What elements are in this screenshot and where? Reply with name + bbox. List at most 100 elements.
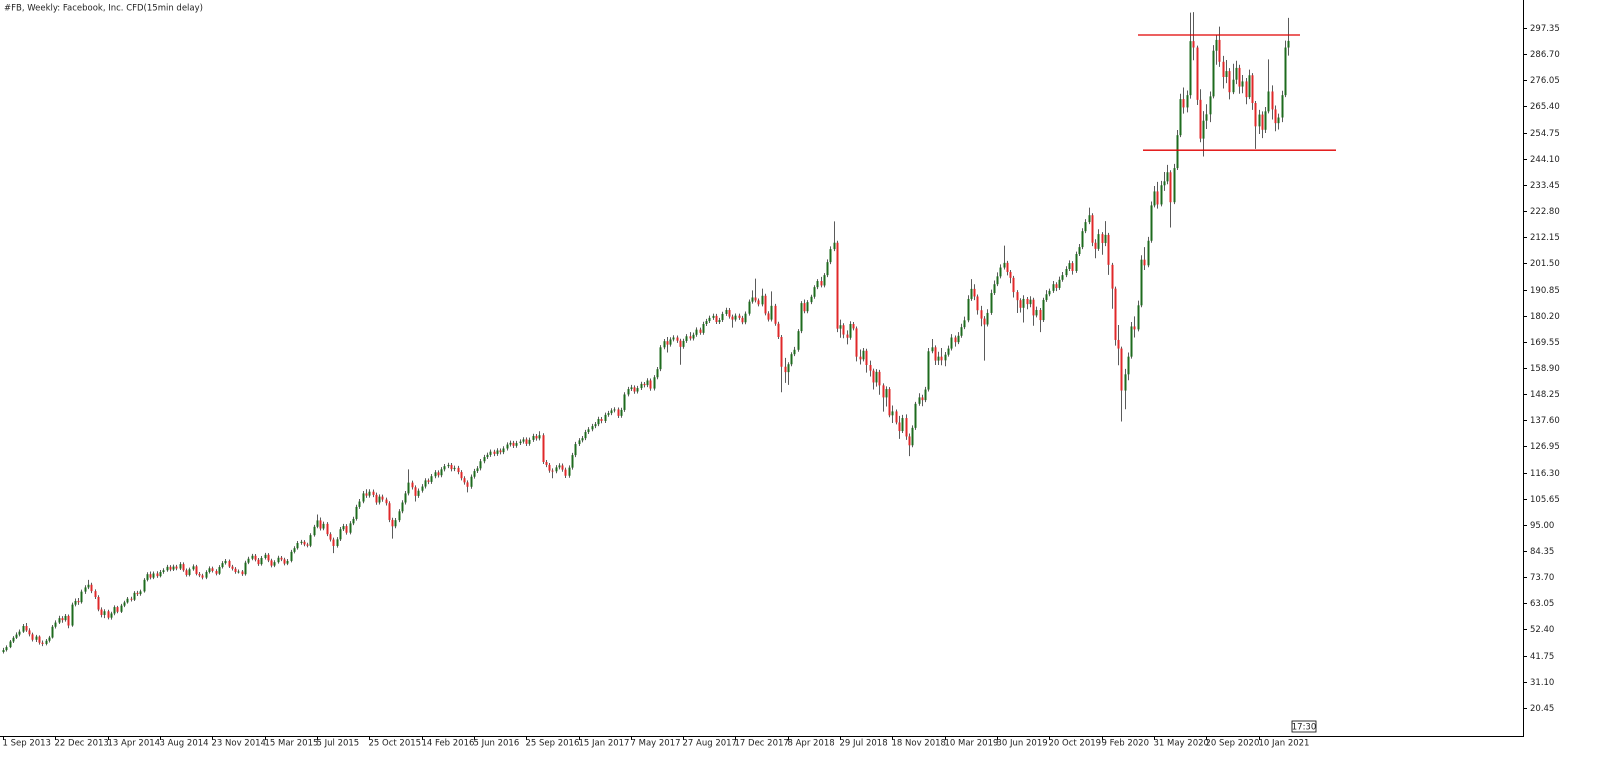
x-tick-label: 20 Oct 2019 xyxy=(1049,739,1102,749)
candle-body xyxy=(803,303,806,312)
candle-body xyxy=(816,281,819,288)
candle-body xyxy=(394,520,397,527)
candle-body xyxy=(5,647,8,651)
candle-body xyxy=(489,451,492,455)
candle-body xyxy=(1205,114,1208,121)
x-tick-label: 5 Jun 2016 xyxy=(474,739,520,749)
candle-body xyxy=(391,519,394,527)
candle-body xyxy=(842,325,845,335)
candle-body xyxy=(610,410,613,414)
candle-body xyxy=(1078,247,1081,255)
x-tick-label: 5 Jul 2015 xyxy=(317,739,360,749)
candle-body xyxy=(231,566,234,569)
candle-body xyxy=(564,469,567,476)
candle-body xyxy=(450,464,453,470)
candle-body xyxy=(460,472,463,479)
candle-body xyxy=(421,486,424,491)
candle-body xyxy=(277,557,280,563)
x-tick-label: 20 Sep 2020 xyxy=(1206,739,1260,749)
candle-body xyxy=(1196,47,1199,100)
candle-body xyxy=(502,448,505,453)
candle-body xyxy=(175,566,178,569)
candle-body xyxy=(1199,99,1202,139)
candle-body xyxy=(506,444,509,449)
candle-body xyxy=(94,591,97,598)
candle-body xyxy=(1156,191,1159,205)
candle-body xyxy=(1124,374,1127,391)
candle-body xyxy=(1192,41,1195,48)
candle-body xyxy=(990,293,993,313)
candle-body xyxy=(1130,326,1133,357)
x-tick-label: 7 May 2017 xyxy=(631,739,681,749)
candle-body xyxy=(251,555,254,559)
candle-body xyxy=(875,371,878,383)
y-tick-label: 265.40 xyxy=(1530,102,1560,112)
candle-body xyxy=(1287,40,1290,48)
y-tick-label: 212.15 xyxy=(1530,233,1560,243)
candle-body xyxy=(208,568,211,572)
candle-body xyxy=(443,466,446,470)
y-tick-label: 73.70 xyxy=(1530,573,1554,583)
candle-body xyxy=(957,335,960,343)
candle-body xyxy=(97,597,100,610)
candle-body xyxy=(146,574,149,580)
candle-body xyxy=(237,571,240,573)
candle-body xyxy=(689,336,692,339)
candle-body xyxy=(244,562,247,575)
candle-body xyxy=(116,607,119,612)
candle-body xyxy=(519,441,522,444)
candle-body xyxy=(430,476,433,482)
candle-body xyxy=(1222,61,1225,77)
candle-body xyxy=(1186,95,1189,108)
candle-body xyxy=(878,371,881,386)
y-tick-label: 190.85 xyxy=(1530,286,1560,296)
candle-body xyxy=(970,288,973,299)
candle-body xyxy=(1212,50,1215,97)
candle-body xyxy=(457,467,460,473)
candle-body xyxy=(888,389,891,416)
candle-body xyxy=(535,435,538,439)
candle-body xyxy=(1133,326,1136,330)
candle-body xyxy=(947,348,950,355)
candle-body xyxy=(313,526,316,536)
candle-body xyxy=(185,570,188,575)
candle-body xyxy=(1232,79,1235,93)
candle-body xyxy=(1202,120,1205,139)
candle-body xyxy=(849,323,852,338)
candle-body xyxy=(921,397,924,401)
y-tick-label: 41.75 xyxy=(1530,652,1554,662)
candle-body xyxy=(84,587,87,592)
x-tick-label: 29 Jul 2018 xyxy=(840,739,888,749)
candle-body xyxy=(1166,172,1169,182)
candle-body xyxy=(365,493,368,496)
candle-body xyxy=(414,487,417,496)
candle-body xyxy=(470,476,473,487)
x-tick-label: 10 Jan 2021 xyxy=(1259,739,1310,749)
candle-body xyxy=(617,409,620,416)
candle-body xyxy=(9,641,12,648)
candle-body xyxy=(1238,67,1241,87)
candle-body xyxy=(417,490,420,496)
candle-body xyxy=(1088,215,1091,223)
candle-body xyxy=(90,584,93,592)
candle-body xyxy=(780,337,783,367)
candle-body xyxy=(663,341,666,348)
candle-body xyxy=(319,520,322,529)
y-tick-label: 201.50 xyxy=(1530,259,1560,269)
candle-body xyxy=(555,467,558,472)
candle-body xyxy=(996,276,999,285)
candle-body xyxy=(280,557,283,560)
x-tick-label: 1 Sep 2013 xyxy=(3,739,51,749)
candle-body xyxy=(891,411,894,416)
candle-body xyxy=(748,301,751,314)
candle-body xyxy=(1153,191,1156,206)
x-tick-label: 13 Apr 2014 xyxy=(108,739,161,749)
candle-body xyxy=(113,607,116,614)
candle-body xyxy=(1052,284,1055,291)
x-tick-label: 22 Dec 2013 xyxy=(55,739,109,749)
candle-body xyxy=(12,637,15,642)
candle-body xyxy=(672,337,675,340)
y-tick-label: 116.30 xyxy=(1530,469,1560,479)
candle-body xyxy=(643,383,646,386)
